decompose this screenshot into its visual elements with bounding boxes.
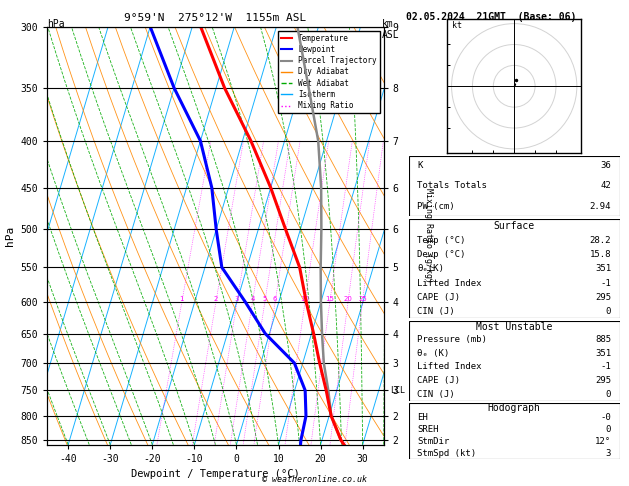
Title: 9°59'N  275°12'W  1155m ASL: 9°59'N 275°12'W 1155m ASL (125, 13, 306, 23)
Legend: Temperature, Dewpoint, Parcel Trajectory, Dry Adiabat, Wet Adiabat, Isotherm, Mi: Temperature, Dewpoint, Parcel Trajectory… (277, 31, 380, 113)
Text: θₑ(K): θₑ(K) (417, 264, 444, 274)
Text: 4: 4 (250, 296, 255, 302)
Text: 295: 295 (595, 376, 611, 385)
Text: PW (cm): PW (cm) (417, 202, 455, 210)
Text: 295: 295 (595, 293, 611, 302)
Text: -0: -0 (601, 413, 611, 422)
Text: 20: 20 (343, 296, 352, 302)
Text: 2: 2 (214, 296, 218, 302)
Text: 351: 351 (595, 349, 611, 358)
Text: SREH: SREH (417, 425, 439, 434)
Text: 885: 885 (595, 335, 611, 344)
Text: θₑ (K): θₑ (K) (417, 349, 450, 358)
Text: kt: kt (452, 21, 462, 30)
Text: LCL: LCL (391, 386, 406, 395)
Text: 02.05.2024  21GMT  (Base: 06): 02.05.2024 21GMT (Base: 06) (406, 12, 576, 22)
Text: EH: EH (417, 413, 428, 422)
X-axis label: Dewpoint / Temperature (°C): Dewpoint / Temperature (°C) (131, 469, 300, 479)
Text: 36: 36 (601, 161, 611, 170)
Text: 10: 10 (301, 296, 309, 302)
Text: Totals Totals: Totals Totals (417, 181, 487, 191)
Text: K: K (417, 161, 423, 170)
Text: 2.94: 2.94 (589, 202, 611, 210)
Text: -1: -1 (601, 363, 611, 371)
Text: Hodograph: Hodograph (487, 402, 541, 413)
Text: 15: 15 (325, 296, 334, 302)
Text: Most Unstable: Most Unstable (476, 322, 552, 332)
Text: 0: 0 (606, 390, 611, 399)
Text: Temp (°C): Temp (°C) (417, 236, 465, 245)
Text: CAPE (J): CAPE (J) (417, 293, 460, 302)
Text: 25: 25 (358, 296, 367, 302)
Text: 3: 3 (606, 449, 611, 458)
Text: 3: 3 (235, 296, 239, 302)
Text: 351: 351 (595, 264, 611, 274)
Text: 1: 1 (180, 296, 184, 302)
Text: Lifted Index: Lifted Index (417, 363, 482, 371)
Text: 28.2: 28.2 (589, 236, 611, 245)
Text: Lifted Index: Lifted Index (417, 278, 482, 288)
Y-axis label: Mixing Ratio (g/kg): Mixing Ratio (g/kg) (425, 188, 433, 283)
Text: 0: 0 (606, 425, 611, 434)
Text: Surface: Surface (494, 221, 535, 231)
Text: © weatheronline.co.uk: © weatheronline.co.uk (262, 474, 367, 484)
Text: StmSpd (kt): StmSpd (kt) (417, 449, 476, 458)
Y-axis label: hPa: hPa (5, 226, 15, 246)
Text: 5: 5 (263, 296, 267, 302)
Text: 15.8: 15.8 (589, 250, 611, 260)
Text: -1: -1 (601, 278, 611, 288)
Text: km
ASL: km ASL (382, 19, 399, 40)
Text: 42: 42 (601, 181, 611, 191)
Text: StmDir: StmDir (417, 437, 450, 446)
Text: CIN (J): CIN (J) (417, 307, 455, 316)
Text: Dewp (°C): Dewp (°C) (417, 250, 465, 260)
Text: 6: 6 (273, 296, 277, 302)
Text: CAPE (J): CAPE (J) (417, 376, 460, 385)
Text: hPa: hPa (47, 19, 65, 30)
Text: Pressure (mb): Pressure (mb) (417, 335, 487, 344)
Text: 12°: 12° (595, 437, 611, 446)
Text: CIN (J): CIN (J) (417, 390, 455, 399)
Text: 0: 0 (606, 307, 611, 316)
